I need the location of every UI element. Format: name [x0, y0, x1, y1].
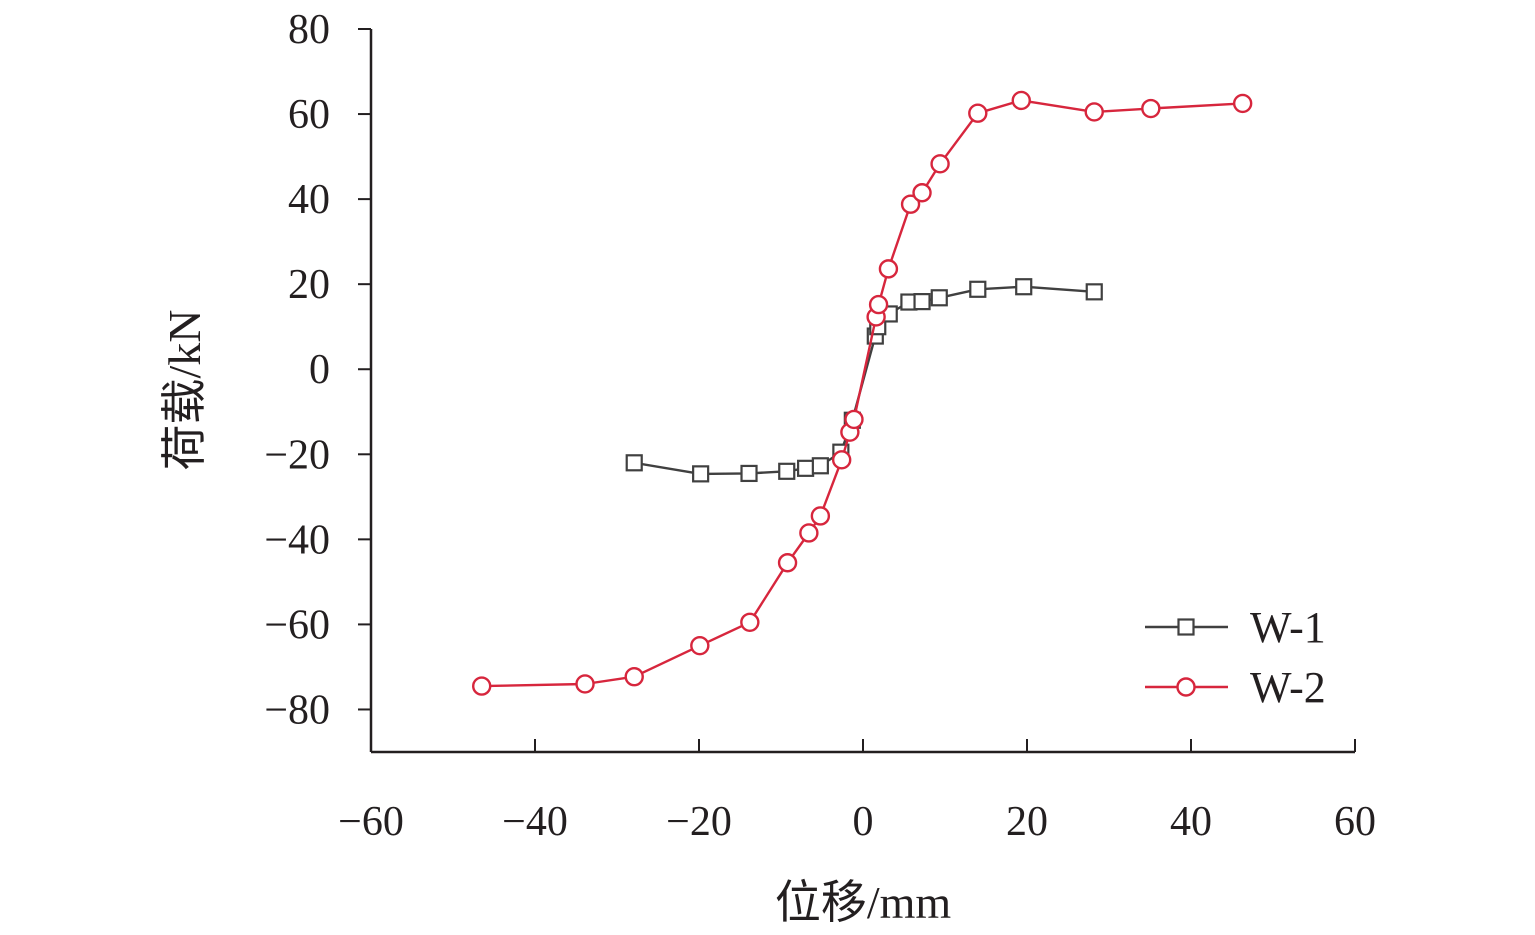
data-point — [740, 612, 760, 632]
legend-item-w-1: W-1 — [1145, 603, 1326, 652]
series-layer — [472, 90, 1253, 696]
x-tick-label: 60 — [1334, 799, 1376, 845]
x-tick-label: 20 — [1006, 799, 1048, 845]
data-point — [912, 183, 932, 203]
data-point — [913, 293, 931, 311]
x-tick-label: 0 — [853, 799, 874, 845]
legend: W-1W-2 — [1145, 603, 1326, 712]
data-point — [472, 676, 492, 696]
legend-label: W-1 — [1250, 603, 1326, 652]
data-point — [625, 454, 643, 472]
data-point — [1015, 278, 1033, 296]
legend-marker — [1177, 618, 1195, 636]
data-point — [844, 409, 864, 430]
y-ticks: 80 60 40 20 0 −20 −40 −60 −80 — [264, 7, 371, 733]
data-point — [1085, 283, 1103, 301]
data-point — [575, 674, 595, 694]
data-point — [796, 459, 815, 477]
y-tick-label: −40 — [264, 517, 330, 563]
legend-marker — [1176, 677, 1196, 697]
series-line — [634, 285, 1095, 476]
x-tick-label: −20 — [666, 799, 732, 845]
data-point — [1232, 93, 1253, 114]
y-tick-label: −60 — [264, 602, 330, 648]
y-tick-label: 0 — [309, 347, 330, 393]
x-ticks: −60 −40 −20 0 20 40 60 — [338, 739, 1376, 845]
legend-item-w-2: W-2 — [1145, 663, 1326, 712]
data-point — [810, 506, 831, 526]
y-tick-label: 80 — [288, 7, 330, 53]
data-point — [968, 103, 988, 123]
data-point — [690, 635, 710, 656]
y-axis-title: 荷载/kN — [159, 310, 210, 471]
data-point — [831, 450, 852, 470]
x-tick-label: 40 — [1170, 799, 1212, 845]
data-point — [868, 294, 889, 315]
series-w-2 — [472, 90, 1253, 696]
axes — [369, 29, 1355, 754]
y-tick-label: 20 — [288, 262, 330, 308]
data-point — [692, 465, 710, 483]
data-point — [930, 289, 948, 307]
data-point — [1141, 98, 1161, 119]
data-point — [878, 259, 899, 279]
data-point — [811, 457, 829, 475]
data-point — [740, 464, 758, 483]
y-tick-label: 60 — [288, 92, 330, 138]
data-point — [777, 553, 798, 573]
y-tick-label: −80 — [264, 687, 330, 733]
series-w-1 — [625, 278, 1103, 483]
data-point — [1084, 102, 1104, 122]
data-point — [930, 154, 950, 174]
data-point — [969, 280, 987, 298]
data-point — [900, 194, 921, 214]
x-axis-title: 位移/mm — [775, 877, 952, 928]
series-line — [481, 99, 1243, 688]
data-point — [624, 667, 644, 687]
x-tick-label: −60 — [338, 799, 404, 845]
legend-label: W-2 — [1250, 663, 1326, 712]
x-tick-label: −40 — [502, 799, 568, 845]
data-point — [778, 462, 796, 480]
y-tick-label: 40 — [288, 177, 330, 223]
data-point — [1011, 90, 1031, 111]
data-point — [799, 523, 819, 543]
y-tick-label: −20 — [264, 432, 330, 478]
